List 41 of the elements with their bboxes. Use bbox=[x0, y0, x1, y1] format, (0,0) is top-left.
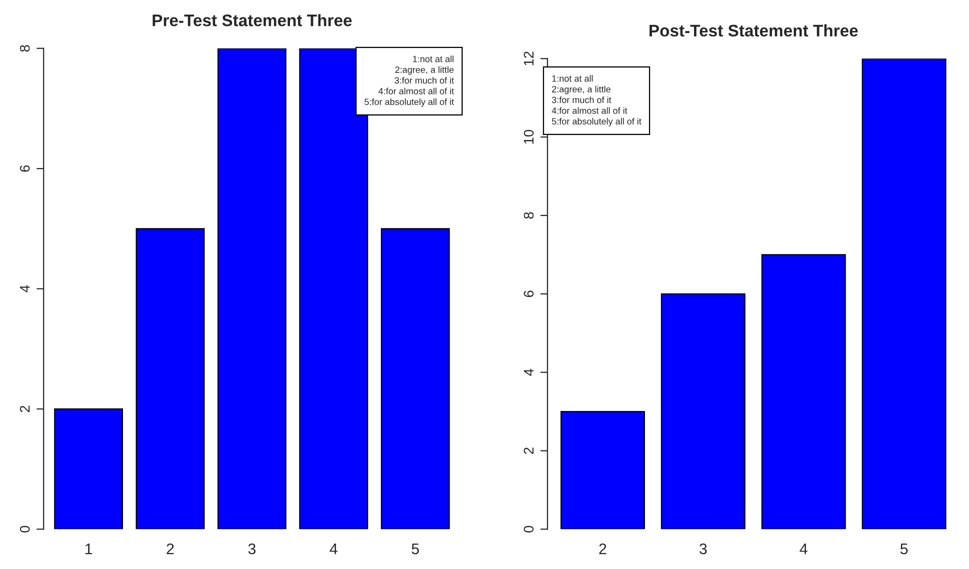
x-tick-label: 3 bbox=[700, 543, 707, 554]
y-tick-label: 10 bbox=[524, 130, 534, 144]
x-tick-label: 1 bbox=[85, 544, 92, 554]
y-tick-label: 4 bbox=[524, 368, 534, 376]
y-tick-label: 2 bbox=[20, 406, 30, 412]
x-tick-label: 2 bbox=[599, 543, 606, 554]
annotation: 1:not at all bbox=[552, 75, 593, 82]
annotation: 4:for almost all of it bbox=[552, 107, 628, 114]
x-tick-label: 2 bbox=[166, 543, 174, 554]
y-tick-label: 2 bbox=[524, 448, 534, 454]
bar bbox=[660, 293, 746, 530]
y-tick-label: 6 bbox=[20, 165, 30, 172]
bar bbox=[217, 48, 286, 530]
bar bbox=[54, 408, 123, 530]
annotation: 2:agree, a little bbox=[395, 66, 454, 75]
chart-title: Pre-Test Statement Three bbox=[152, 14, 352, 26]
annotation: 4:for almost all of it bbox=[378, 88, 454, 94]
bar bbox=[136, 228, 205, 530]
x-tick-label: 4 bbox=[330, 544, 338, 554]
y-tick-label: 0 bbox=[20, 526, 30, 532]
y-tick-label: 6 bbox=[524, 290, 534, 298]
annotation: 5:for absolutely all of it bbox=[552, 118, 642, 126]
bar bbox=[380, 228, 450, 530]
y-tick-label: 0 bbox=[524, 526, 534, 532]
x-tick-label: 4 bbox=[800, 544, 808, 554]
x-tick-label: 5 bbox=[412, 544, 419, 554]
annotation: 2:agree, a little bbox=[552, 86, 610, 94]
x-tick-label: 5 bbox=[900, 544, 908, 554]
bar bbox=[761, 254, 846, 530]
annotation: 5:for absolutely all of it bbox=[364, 98, 454, 107]
y-tick-label: 12 bbox=[524, 52, 534, 66]
bar bbox=[862, 58, 946, 530]
annotation: 3:for much of it bbox=[552, 96, 612, 104]
x-tick-label: 3 bbox=[248, 543, 256, 554]
y-tick-label: 8 bbox=[524, 212, 534, 219]
bar bbox=[560, 410, 645, 530]
annotation: 1:not at all bbox=[413, 56, 454, 62]
y-tick-label: 4 bbox=[20, 285, 30, 292]
annotation: 3:for much of it bbox=[394, 76, 454, 84]
chart-title: Post-Test Statement Three bbox=[650, 24, 858, 37]
y-tick-label: 8 bbox=[20, 45, 30, 52]
